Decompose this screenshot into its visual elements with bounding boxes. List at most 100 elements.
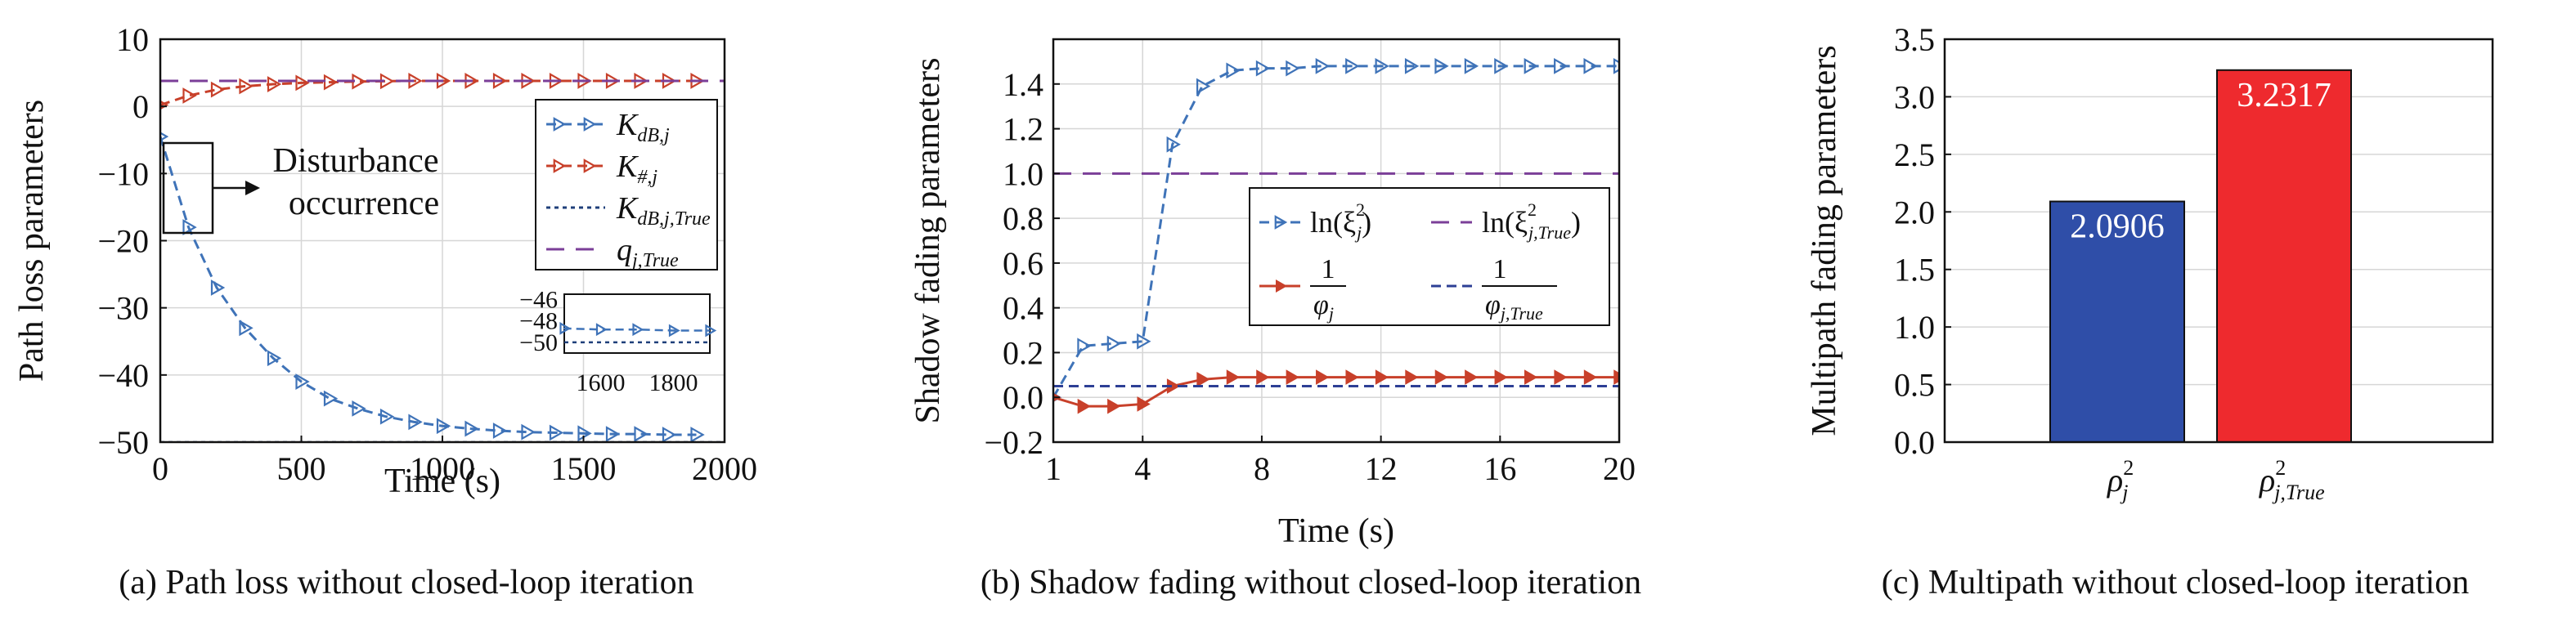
data-point (1196, 372, 1210, 387)
data-point (267, 76, 282, 92)
data-point (1434, 57, 1449, 74)
disturbance-box (162, 141, 214, 235)
y-axis-label: Shadow fading parameters (909, 58, 947, 424)
data-point (549, 424, 564, 441)
legend-box (535, 99, 718, 270)
plot-area (1053, 57, 1619, 414)
data-point (1345, 369, 1359, 385)
legend-label-denominator: φj (1313, 290, 1334, 324)
data-point (464, 420, 479, 437)
x-tick-label: 500 (277, 450, 326, 487)
data-point (1137, 333, 1151, 350)
y-tick-label: 0.0 (1003, 379, 1043, 416)
x-tick-label: 8 (1254, 450, 1270, 487)
plot-area (160, 73, 725, 442)
y-tick-label: 1.0 (1003, 155, 1043, 192)
data-point (521, 423, 536, 440)
y-tick-label: 1.5 (1894, 252, 1935, 288)
data-point (1375, 57, 1389, 74)
x-tick-label: 1500 (551, 450, 617, 487)
inset-data-point (559, 321, 572, 335)
data-point (634, 426, 648, 442)
panel-c: 2.0906 ρ2 j 3.2317 ρ2 j,True 0.0 0.5 1.0 1.5 2.0 2.… (1806, 21, 2494, 601)
data-point (1345, 57, 1360, 74)
data-point (267, 350, 282, 367)
data-point (1554, 369, 1568, 385)
legend-label-numerator: 1 (1493, 254, 1507, 284)
data-point (1315, 57, 1331, 74)
inset-data-point (668, 324, 680, 338)
data-point (1106, 335, 1122, 352)
data-point (1286, 369, 1299, 385)
y-tick-label: 0.6 (1003, 245, 1043, 282)
panel-caption: (a) Path loss without closed-loop iterat… (119, 564, 693, 601)
series-line (1053, 65, 1619, 398)
y-tick-label: −50 (97, 424, 149, 461)
arrowhead (245, 181, 260, 195)
data-point (1405, 369, 1419, 385)
x-axis-label: Time (s) (384, 463, 500, 500)
legend-marker (1274, 215, 1288, 230)
x-tick-label: 1 (1045, 450, 1061, 487)
data-point (1196, 78, 1211, 95)
data-point (436, 418, 451, 435)
inset-x-tick-label: 1600 (577, 369, 626, 396)
legend-label-numerator: 1 (1322, 254, 1335, 284)
inset-y-tick-label: −50 (519, 329, 558, 356)
data-point (1494, 57, 1509, 74)
data-point (1404, 57, 1420, 74)
data-point (1137, 396, 1151, 412)
inset-series-line (563, 327, 710, 332)
x-category-label: ρ2 j (2106, 456, 2134, 504)
y-tick-label: −20 (97, 223, 149, 260)
data-point (1286, 60, 1300, 77)
data-point (295, 74, 310, 92)
data-point (1583, 57, 1598, 74)
data-point (1434, 369, 1448, 385)
y-tick-label: 2.5 (1894, 136, 1935, 173)
y-tick-label: 3.5 (1894, 21, 1935, 58)
inset-y-tick-label: −48 (519, 308, 558, 335)
data-point (182, 87, 197, 104)
y-tick-label: −40 (97, 357, 149, 394)
data-point (1494, 369, 1508, 385)
panel-caption: (b) Shadow fading without closed-loop it… (981, 564, 1641, 601)
legend-label-denominator: φj,True (1485, 290, 1543, 324)
data-point (295, 373, 310, 390)
data-point (239, 320, 254, 337)
panel-b: 1 4 8 12 16 20 −0.2 0.0 0.2 0.4 0.6 0.8 1.0 1.2 1.4 Tim… (909, 38, 1641, 601)
data-point (379, 408, 395, 425)
data-point (1613, 57, 1619, 74)
annotation-text: Disturbance (273, 142, 439, 180)
y-tick-label: 3.0 (1894, 78, 1935, 115)
data-point (1375, 369, 1389, 385)
data-point (1524, 57, 1538, 74)
data-point (492, 423, 508, 439)
y-tick-label: 1.4 (1003, 66, 1043, 103)
y-tick-label: −0.2 (984, 424, 1043, 461)
inset: −46−48−50 1600 1800 (519, 287, 717, 396)
y-tick-label: −30 (97, 290, 149, 327)
legend-label: K#,j (616, 150, 657, 188)
y-axis-label: Path loss parameters (13, 100, 51, 382)
y-axis-label: Multipath fading parameters (1806, 45, 1843, 436)
inset-x-tick-label: 1800 (649, 369, 698, 396)
legend-label: KdB,j,True (616, 191, 711, 230)
x-tick-label: 2000 (692, 450, 757, 487)
data-point (605, 426, 621, 442)
data-point (210, 279, 226, 296)
bar (2049, 200, 2185, 444)
y-tick-label: 1.2 (1003, 111, 1043, 148)
y-tick-label: −10 (97, 155, 149, 192)
data-point (1226, 62, 1241, 79)
inset-data-point (632, 323, 644, 337)
data-point (1316, 369, 1330, 385)
data-point (210, 81, 226, 98)
y-tick-label: 1.0 (1894, 309, 1935, 346)
legend-marker (1276, 279, 1287, 293)
y-tick-label: 0.8 (1003, 200, 1043, 237)
legend-marker (583, 159, 597, 173)
y-tick-label: 0.2 (1003, 334, 1043, 371)
